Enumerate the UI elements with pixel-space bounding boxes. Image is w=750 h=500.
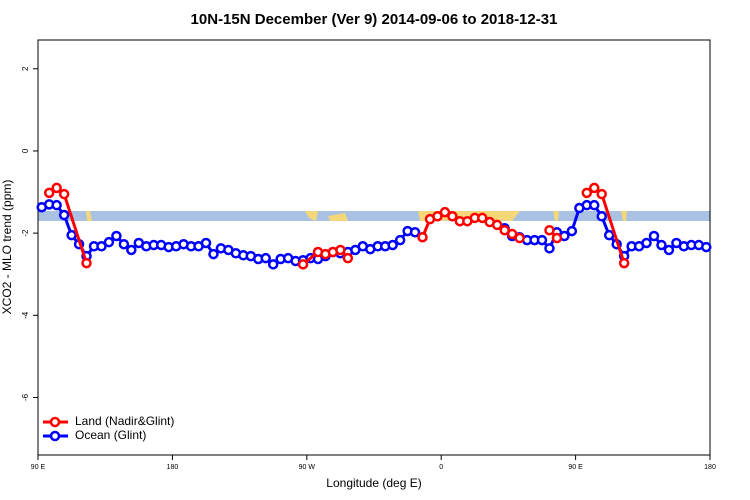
data-point xyxy=(58,209,70,221)
y-axis-label: XCO2 - MLO trend (ppm) xyxy=(0,180,14,315)
x-tick-label: 90 E xyxy=(568,464,583,471)
data-point xyxy=(200,237,212,249)
y-tick-label: -2 xyxy=(21,229,30,237)
data-point xyxy=(566,225,578,237)
y-tick-label: 2 xyxy=(21,66,30,71)
data-point xyxy=(96,241,107,252)
data-point xyxy=(51,199,62,211)
data-point xyxy=(581,187,593,199)
data-point xyxy=(387,239,398,251)
data-point xyxy=(589,199,600,211)
data-point xyxy=(118,238,130,250)
data-point xyxy=(409,227,421,238)
y-tick-label: -4 xyxy=(21,311,30,319)
data-point xyxy=(66,229,77,241)
x-tick-label: 0 xyxy=(439,464,443,471)
data-point xyxy=(491,219,503,231)
data-point xyxy=(641,237,652,249)
legend-label: Land (Nadir&Glint) xyxy=(75,414,174,428)
data-point xyxy=(43,187,55,199)
data-point xyxy=(618,257,630,269)
x-axis-label: Longitude (deg E) xyxy=(326,476,421,490)
data-point xyxy=(51,182,62,194)
y-tick-label: 0 xyxy=(21,148,30,153)
data-point xyxy=(596,211,607,222)
data-point xyxy=(536,234,548,246)
data-point xyxy=(208,248,219,260)
data-point xyxy=(439,206,451,218)
x-tick-label: 90 E xyxy=(31,464,46,471)
data-point xyxy=(589,182,600,194)
data-point xyxy=(544,224,555,236)
legend-marker xyxy=(49,416,61,428)
data-point xyxy=(506,228,518,240)
x-tick-label: 90 W xyxy=(299,464,316,471)
legend-marker xyxy=(49,430,61,442)
data-point xyxy=(297,259,309,270)
data-point xyxy=(514,232,525,244)
x-tick-label: 180 xyxy=(704,464,716,471)
data-point xyxy=(701,241,712,253)
data-point xyxy=(103,236,115,248)
data-point xyxy=(544,243,555,254)
data-point xyxy=(126,244,137,256)
land-band xyxy=(38,211,710,221)
data-point xyxy=(58,188,70,200)
data-point xyxy=(342,252,354,264)
data-point xyxy=(663,244,675,256)
data-point xyxy=(603,229,615,241)
data-point xyxy=(335,244,346,256)
data-point xyxy=(596,188,607,200)
data-point xyxy=(477,212,488,224)
chart-title: 10N-15N December (Ver 9) 2014-09-06 to 2… xyxy=(191,11,558,28)
legend-label: Ocean (Glint) xyxy=(75,428,146,442)
data-point xyxy=(447,211,458,222)
data-point xyxy=(81,257,92,269)
data-point xyxy=(111,230,122,242)
data-point xyxy=(656,239,667,251)
data-point xyxy=(551,232,563,244)
x-tick-label: 180 xyxy=(167,464,179,471)
data-point xyxy=(432,211,443,222)
data-point xyxy=(417,231,428,243)
data-point xyxy=(394,234,406,246)
data-point xyxy=(267,259,279,270)
data-point xyxy=(648,230,660,242)
data-point xyxy=(260,252,271,264)
y-tick-label: -6 xyxy=(21,393,30,401)
